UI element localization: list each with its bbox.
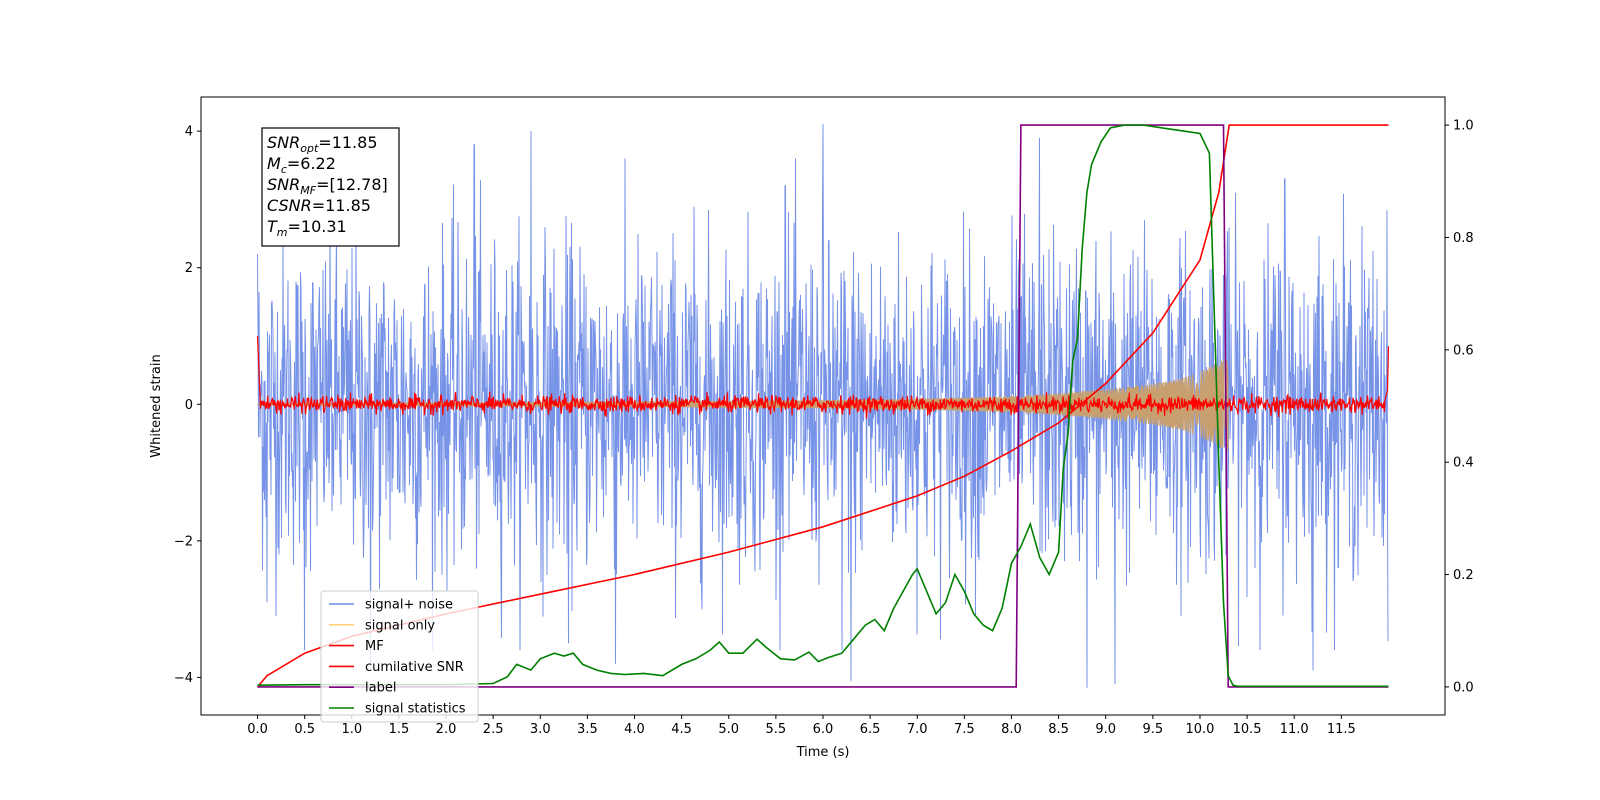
x-tick-label: 9.5 [1143, 722, 1164, 737]
info-value: =6.22 [287, 154, 336, 173]
info-line: Tm=10.31 [267, 217, 347, 239]
x-tick-label: 1.0 [341, 722, 362, 737]
info-line: Mc=6.22 [267, 154, 336, 176]
x-tick-label: 0.0 [247, 722, 268, 737]
info-value: =11.85 [318, 133, 377, 152]
info-box: SNRopt=11.85Mc=6.22SNRMF=[12.78]CSNR=11.… [261, 127, 400, 247]
y-tick-label: −4 [174, 671, 193, 686]
info-value: =10.31 [288, 217, 347, 236]
x-tick-label: 7.0 [907, 722, 928, 737]
info-subscript: c [281, 163, 287, 176]
x-tick-label: 10.5 [1233, 722, 1262, 737]
legend: signal+ noise signal only MF cumilative SNR… [320, 590, 479, 723]
info-line: SNRopt=11.85 [267, 133, 378, 155]
y2-tick-label: 0.0 [1453, 680, 1474, 695]
y2-tick-label: 0.2 [1453, 568, 1474, 583]
series-signal-statistics [257, 124, 1389, 688]
x-tick-label: 7.5 [954, 722, 975, 737]
info-value: =[12.78] [316, 175, 388, 194]
info-subscript: MF [300, 184, 316, 197]
legend-label: cumilative SNR [365, 660, 464, 675]
info-line: CSNR=11.85 [267, 196, 371, 215]
x-tick-label: 4.5 [671, 722, 692, 737]
x-tick-label: 3.0 [530, 722, 551, 737]
legend-label: label [365, 681, 396, 696]
x-axis: 0.0 0.5 1.0 1.5 2.0 2.5 3.0 3.5 4.0 4.5 5.0 5.5 6.0 6… [247, 715, 1356, 737]
x-tick-label: 8.0 [1001, 722, 1022, 737]
info-box-frame [261, 127, 400, 247]
y-tick-label: 4 [185, 125, 193, 140]
x-tick-label: 11.0 [1280, 722, 1309, 737]
series-signal-only [257, 357, 1229, 452]
y-axis-left: 4 2 0 −2 −4 [174, 125, 201, 686]
x-tick-label: 5.0 [718, 722, 739, 737]
y-tick-label: −2 [174, 534, 193, 549]
x-tick-label: 6.5 [860, 722, 881, 737]
x-tick-label: 6.0 [813, 722, 834, 737]
x-tick-label: 2.0 [436, 722, 457, 737]
x-tick-label: 5.5 [766, 722, 787, 737]
y-tick-label: 2 [185, 261, 193, 276]
y2-tick-label: 0.4 [1453, 456, 1474, 471]
info-value: =11.85 [312, 196, 371, 215]
x-tick-label: 0.5 [294, 722, 315, 737]
x-tick-label: 8.5 [1048, 722, 1069, 737]
y-tick-label: 0 [185, 398, 193, 413]
info-symbol: SNR [267, 175, 300, 194]
info-line: SNRMF=[12.78] [267, 175, 388, 197]
y2-tick-label: 0.6 [1453, 343, 1474, 358]
x-tick-label: 1.5 [389, 722, 410, 737]
info-symbol: SNR [267, 133, 300, 152]
legend-frame [320, 590, 479, 723]
legend-label: signal only [365, 618, 435, 633]
y-axis-right: 1.0 0.8 0.6 0.4 0.2 0.0 [1445, 119, 1474, 695]
x-tick-label: 3.5 [577, 722, 598, 737]
x-tick-label: 11.5 [1327, 722, 1356, 737]
x-tick-label: 10.0 [1185, 722, 1214, 737]
x-tick-label: 9.0 [1095, 722, 1116, 737]
x-axis-label: Time (s) [796, 745, 850, 760]
legend-label: MF [365, 639, 384, 654]
info-subscript: opt [300, 142, 319, 155]
series-signal-noise [257, 124, 1389, 688]
info-symbol: T [267, 217, 278, 236]
legend-label: signal statistics [365, 702, 466, 717]
info-subscript: m [277, 226, 288, 239]
legend-label: signal+ noise [365, 598, 453, 613]
x-tick-label: 2.5 [483, 722, 504, 737]
y2-tick-label: 0.8 [1453, 231, 1474, 246]
series-mf [256, 335, 1390, 419]
y-axis-label: Whitened strain [149, 354, 164, 457]
y2-tick-label: 1.0 [1453, 119, 1474, 134]
x-tick-label: 4.0 [624, 722, 645, 737]
info-symbol: M [267, 154, 281, 173]
info-symbol: CSNR [267, 196, 312, 215]
